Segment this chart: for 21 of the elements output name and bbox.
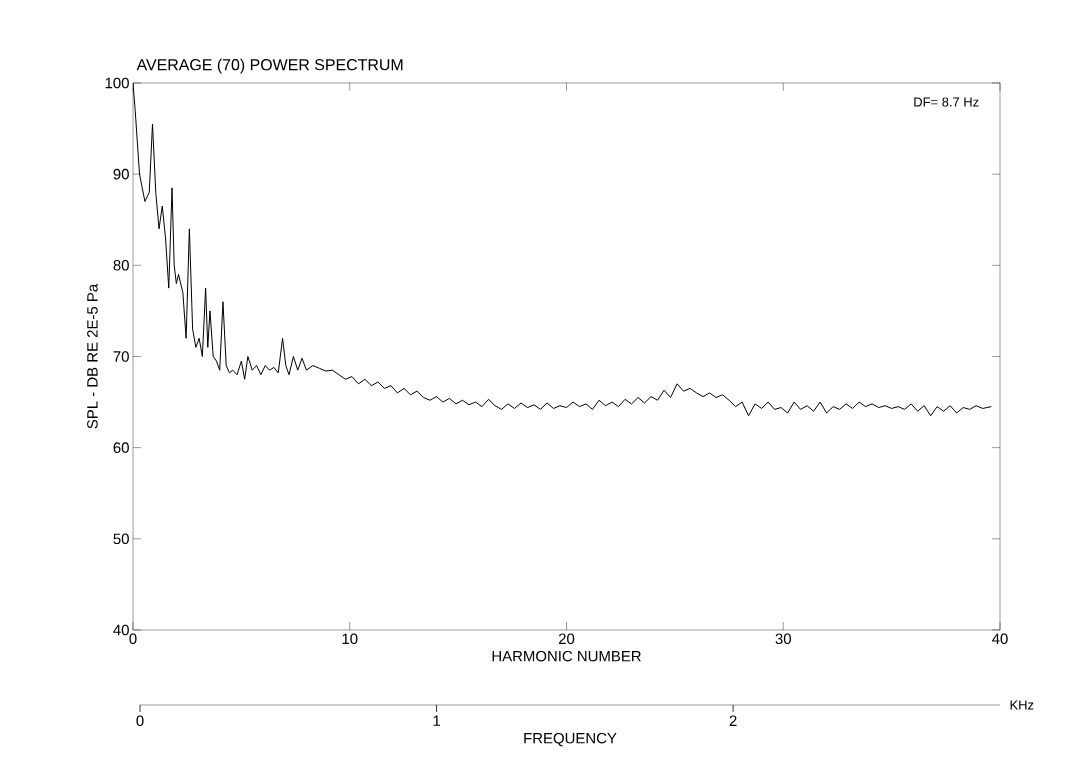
x2-tick-label: 1 (433, 715, 440, 726)
x2-tick-label: 0 (136, 715, 144, 727)
y-axis-title: SPL - DB RE 2E-5 Pa (87, 283, 98, 429)
y-tick-label: 80 (113, 260, 129, 271)
x-tick-label: 0 (129, 633, 137, 645)
x-tick-label: 10 (342, 633, 358, 645)
y-tick-label: 70 (113, 351, 129, 362)
y-tick-label: 90 (113, 168, 129, 180)
x-tick-label: 40 (992, 633, 1008, 645)
y-tick-label: 40 (113, 624, 129, 636)
y-tick-label: 50 (113, 533, 129, 545)
chart-title: AVERAGE (70) POWER SPECTRUM (136, 58, 403, 74)
x-tick-label: 20 (558, 633, 575, 645)
text: KHz (1010, 700, 1034, 710)
x-axis-title: HARMONIC NUMBER (492, 650, 641, 662)
y-tick-label: 60 (113, 442, 129, 453)
x-tick-label: 30 (775, 633, 791, 645)
x2-axis-title: FREQUENCY (524, 732, 617, 747)
y-tick-label: 100 (105, 77, 129, 89)
annotation: DF= 8.7 Hz (914, 97, 979, 107)
x2-tick-label: 2 (729, 715, 737, 726)
